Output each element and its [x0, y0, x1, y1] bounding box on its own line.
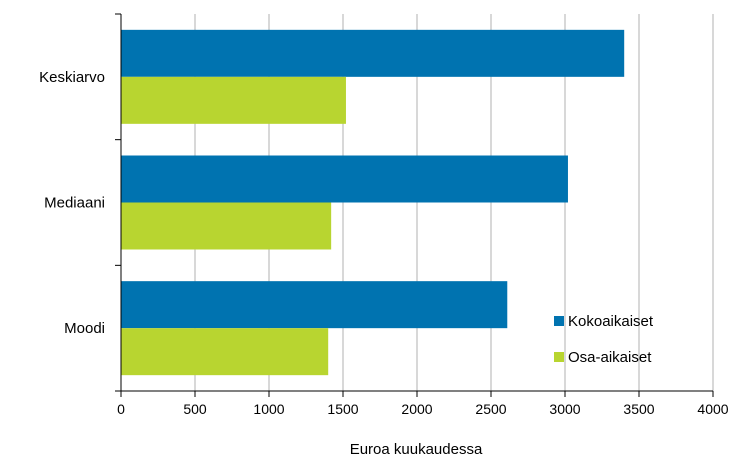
category-label: Mediaani	[44, 195, 105, 212]
bar-kokoaikaiset-mediaani	[121, 155, 568, 203]
bar-kokoaikaiset-keskiarvo	[121, 29, 625, 77]
legend-swatch	[554, 352, 564, 362]
x-tick-label: 3000	[549, 401, 580, 417]
legend-swatch	[554, 316, 564, 326]
x-tick-label: 0	[117, 401, 125, 417]
x-tick-label: 1000	[253, 401, 284, 417]
x-tick-label: 2000	[401, 401, 432, 417]
category-label: Moodi	[64, 320, 105, 337]
x-tick-label: 500	[183, 401, 207, 417]
bar-osa-aikaiset-mediaani	[121, 202, 332, 250]
legend-label: Kokoaikaiset	[568, 313, 654, 330]
x-tick-label: 2500	[475, 401, 506, 417]
x-tick-label: 1500	[327, 401, 358, 417]
x-tick-label: 3500	[623, 401, 654, 417]
category-label: Keskiarvo	[39, 69, 105, 86]
legend: Kokoaikaiset Osa-aikaiset	[554, 313, 654, 366]
x-axis-title: Euroa kuukaudessa	[350, 441, 483, 456]
bars	[121, 29, 625, 376]
axes: 0 500 1000 1500 2000 2500 3000 3500 4000 Keskiarv…	[39, 13, 729, 417]
bar-osa-aikaiset-moodi	[121, 328, 329, 376]
x-tick-label: 4000	[697, 401, 728, 417]
legend-label: Osa-aikaiset	[568, 349, 652, 366]
bar-osa-aikaiset-keskiarvo	[121, 76, 346, 124]
bar-kokoaikaiset-moodi	[121, 281, 508, 329]
